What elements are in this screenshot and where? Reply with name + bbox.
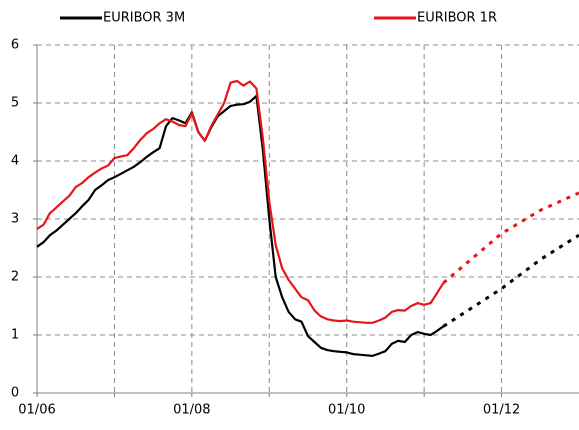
legend-label: EURIBOR 1R (417, 11, 497, 26)
series-line (36, 79, 445, 324)
legend-label: EURIBOR 3M (103, 11, 185, 26)
forecast-line (442, 233, 579, 328)
x-tick-label: 01/08 (173, 403, 210, 418)
y-tick-label: 5 (11, 96, 19, 111)
y-tick-label: 3 (11, 212, 19, 227)
y-tick-label: 0 (11, 386, 19, 401)
y-tick-label: 1 (11, 328, 19, 343)
y-tick-label: 4 (11, 154, 19, 169)
forecast-line (442, 191, 579, 284)
x-tick-label: 01/10 (328, 403, 365, 418)
x-tick-label: 01/12 (483, 403, 520, 418)
y-tick-label: 6 (11, 38, 19, 53)
y-tick-label: 2 (11, 270, 19, 285)
series-line (36, 94, 445, 357)
x-tick-label: 01/06 (18, 403, 55, 418)
